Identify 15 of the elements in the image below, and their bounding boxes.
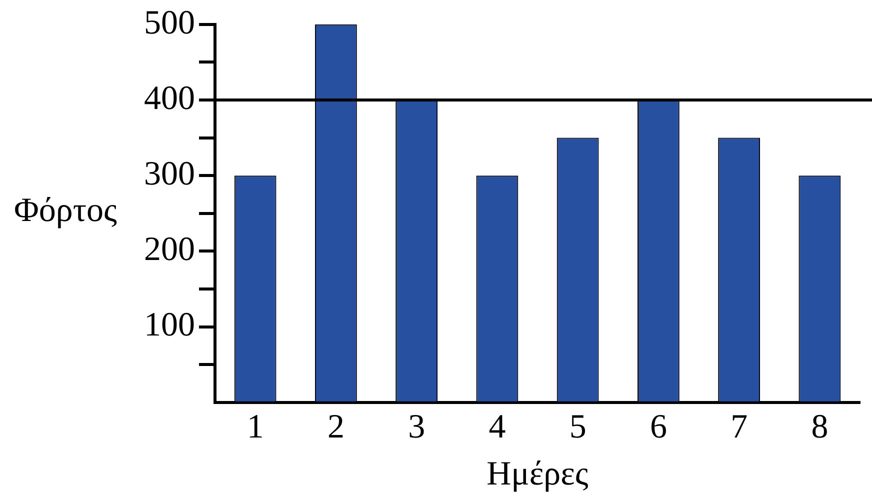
x-tick-label: 5 (569, 408, 586, 446)
y-tick-label: 200 (144, 231, 195, 268)
x-tick-label: 6 (650, 408, 667, 446)
y-tick-label: 100 (144, 306, 195, 344)
x-tick-label: 1 (246, 408, 264, 446)
x-tick-label: 2 (327, 408, 344, 446)
x-axis-title: Ημέρες (486, 456, 589, 493)
y-tick-label: 500 (144, 4, 195, 42)
x-tick-label: 3 (408, 408, 426, 446)
y-tick-label: 400 (144, 80, 195, 117)
x-tick-label: 8 (811, 408, 828, 446)
x-tick-label: 4 (488, 408, 506, 446)
y-tick-label: 300 (144, 156, 195, 193)
x-tick-label: 7 (730, 408, 748, 446)
y-axis-title: Φόρτος (14, 192, 117, 230)
